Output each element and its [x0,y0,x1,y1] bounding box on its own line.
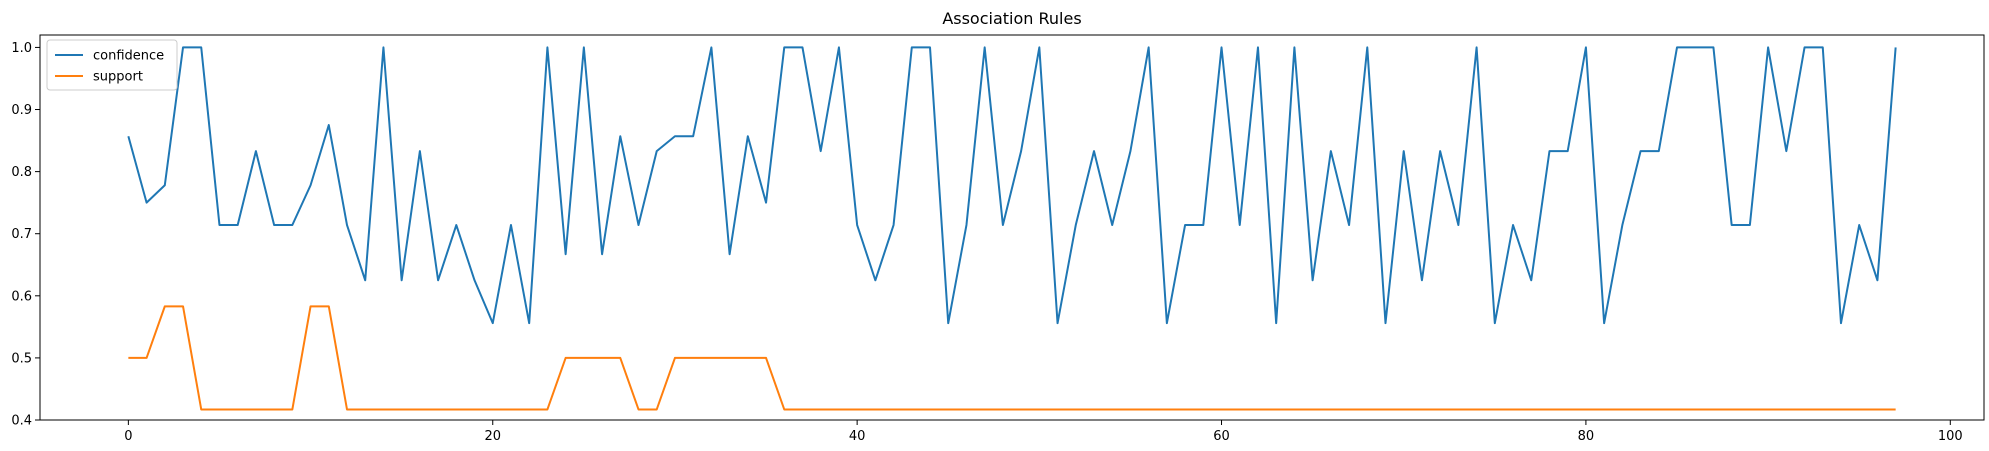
y-axis: 0.4 0.5 0.6 0.7 0.8 0.9 1.0 [11,41,40,429]
plot-frame [39,34,1985,421]
legend-label-support: support [93,70,143,85]
x-tick-label: 20 [484,429,501,444]
chart-title: Association Rules [942,9,1081,28]
series-line-confidence [127,46,1897,325]
y-tick-label: 0.7 [11,227,32,242]
x-tick-label: 40 [849,429,866,444]
x-tick-label: 0 [124,429,132,444]
x-tick-label: 80 [1578,429,1595,444]
y-tick-label: 0.5 [11,351,32,366]
x-axis: 0 20 40 60 80 100 [124,420,1963,444]
legend: confidence support [46,39,178,91]
x-tick-label: 100 [1938,429,1963,444]
plot-area [127,46,1897,411]
series-line-support [128,305,1896,411]
legend-box [46,39,178,91]
y-tick-label: 0.4 [11,414,32,429]
y-tick-label: 0.9 [11,103,32,118]
y-tick-label: 0.6 [11,289,32,304]
y-tick-label: 0.8 [11,165,32,180]
x-tick-label: 60 [1213,429,1230,444]
legend-label-confidence: confidence [93,49,164,64]
y-tick-label: 1.0 [11,41,32,56]
